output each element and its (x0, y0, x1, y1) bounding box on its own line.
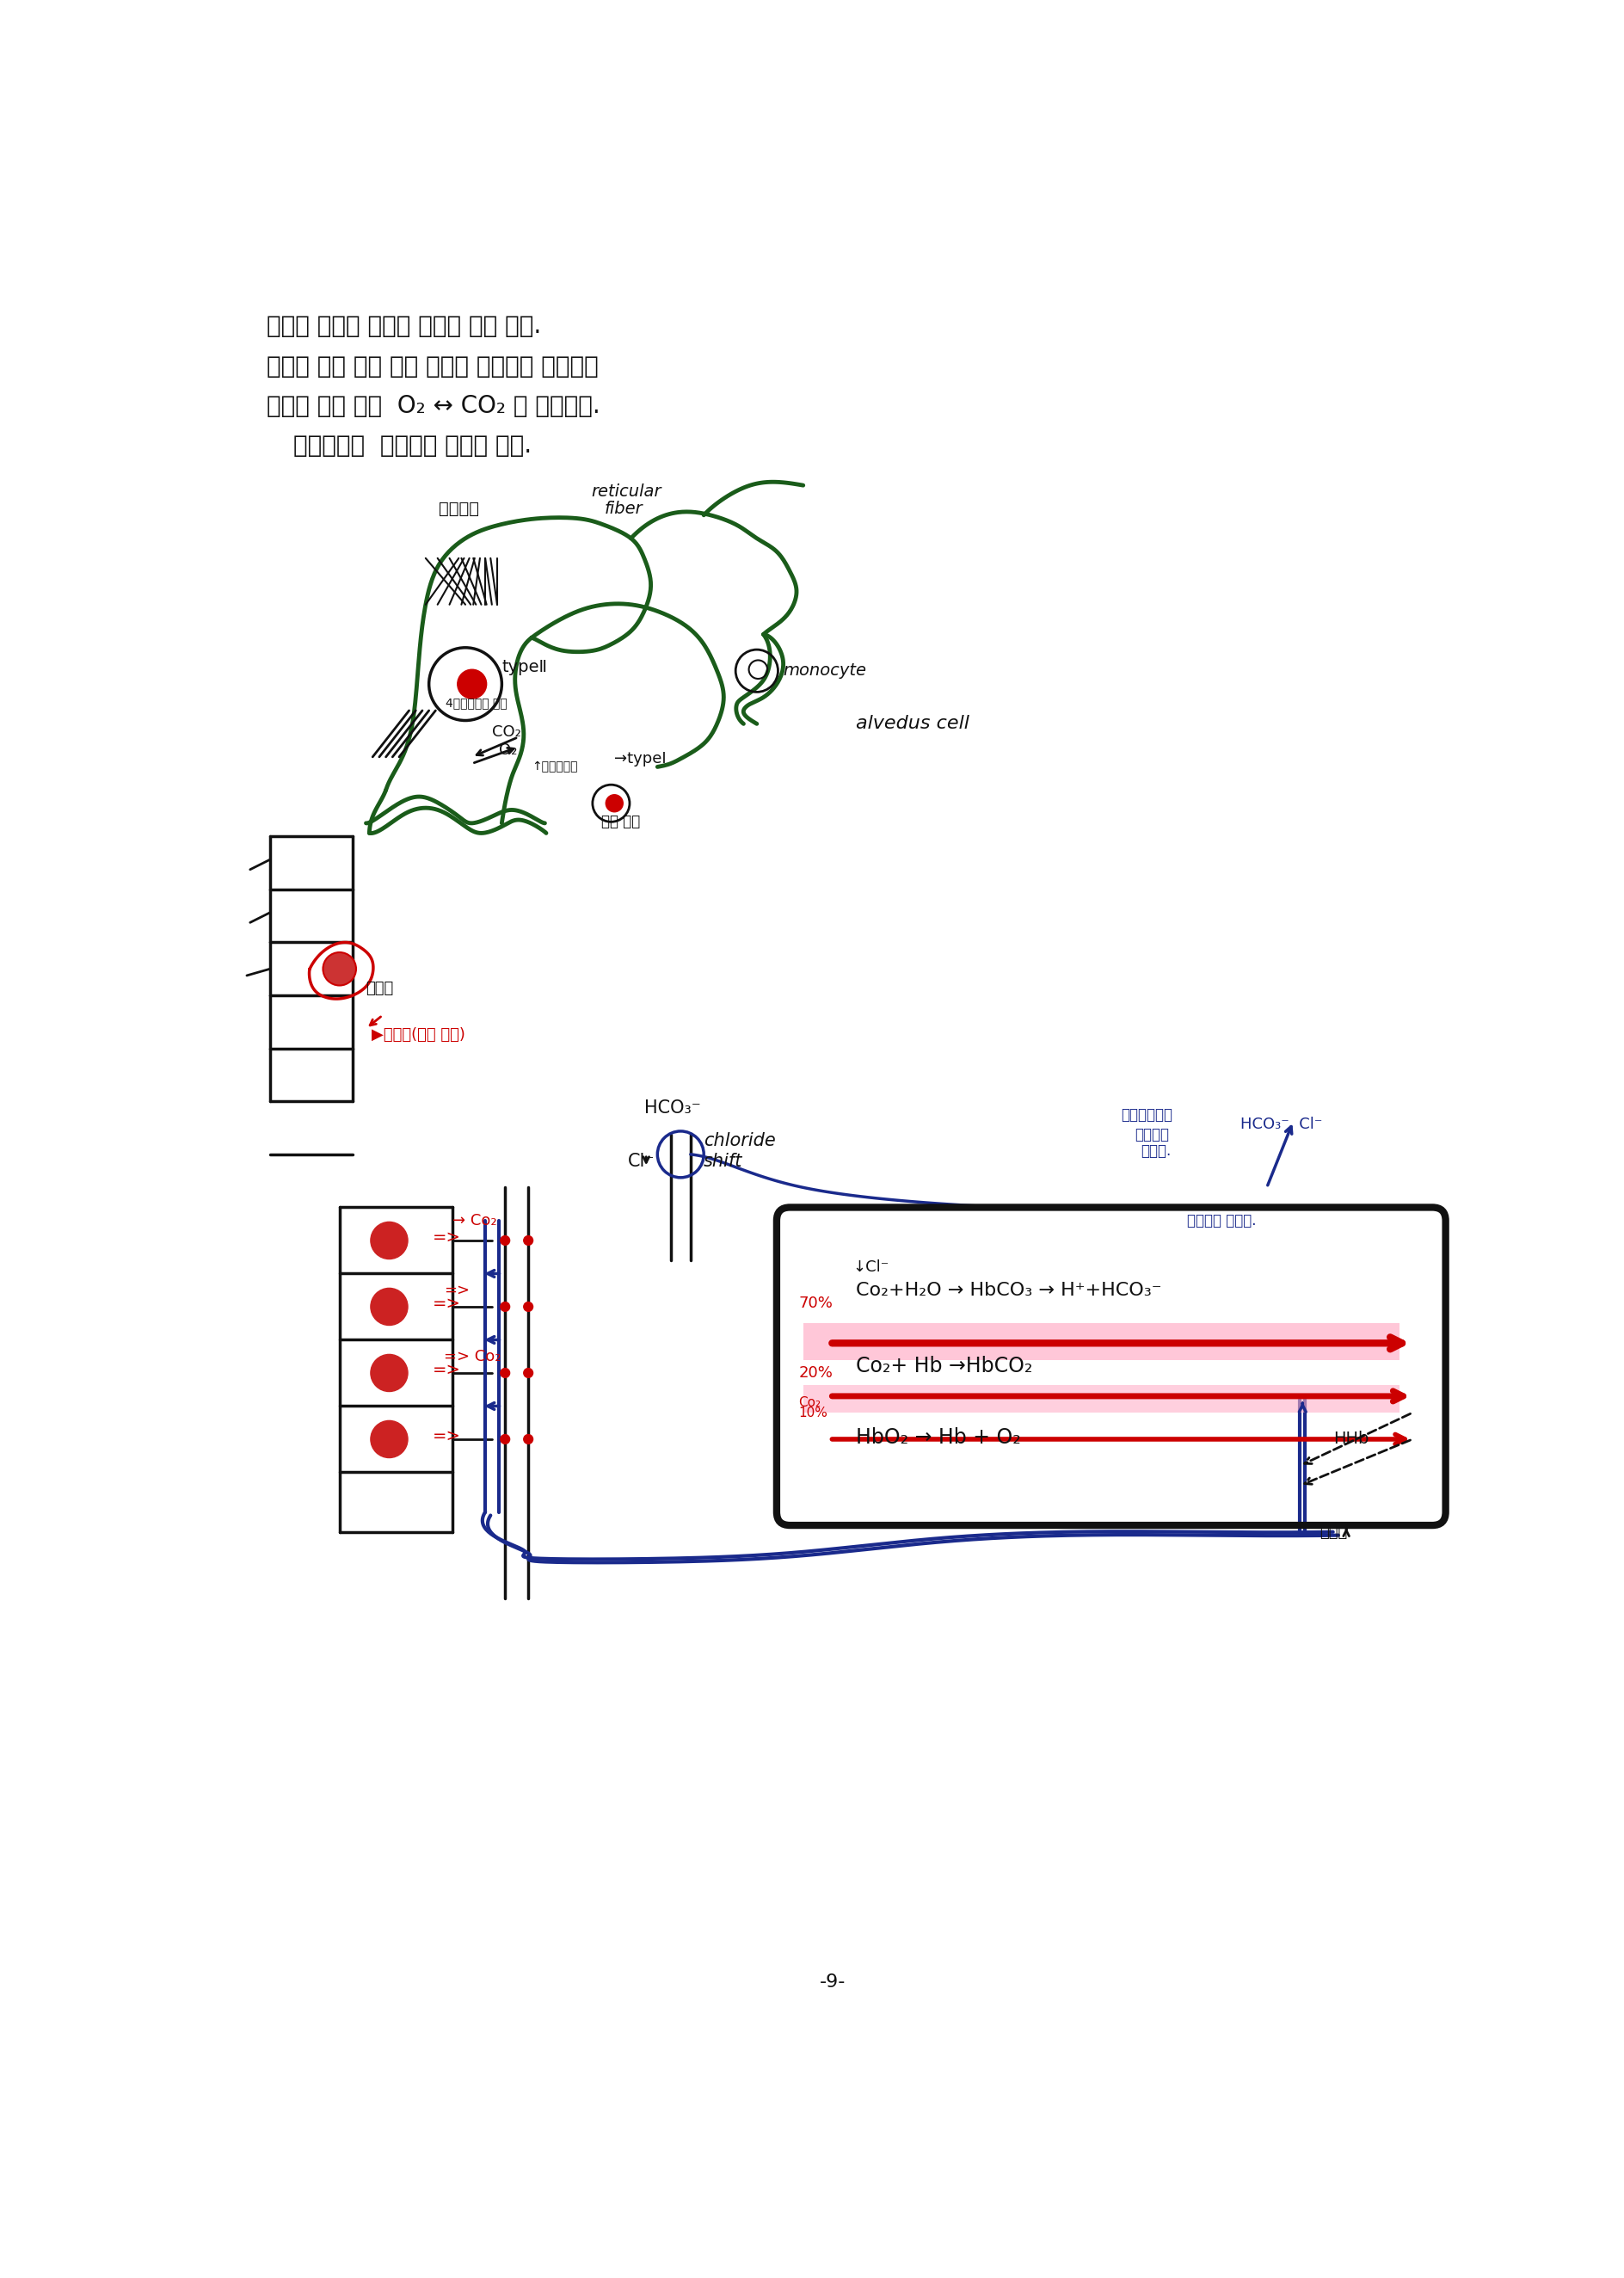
Text: shift: shift (703, 1153, 742, 1169)
Text: 간질액: 간질액 (365, 982, 393, 995)
Text: 혈장으로 나온다.: 혈장으로 나온다. (1187, 1212, 1257, 1228)
Bar (804, 1324, 1400, 1360)
Text: typeⅡ: typeⅡ (502, 658, 547, 677)
Circle shape (370, 1221, 408, 1260)
Text: -9-: -9- (818, 1973, 846, 1991)
Text: 호흡을 공기 중에 하고 있지만 폐포에서 일어나는: 호흡을 공기 중에 하고 있지만 폐포에서 일어나는 (266, 353, 599, 378)
Text: O₂: O₂ (499, 743, 516, 759)
Text: 대식 세포: 대식 세포 (601, 813, 640, 829)
Text: 우리는 바다를 한번도 떠나본 적이 없다.: 우리는 바다를 한번도 떠나본 적이 없다. (266, 314, 541, 339)
Text: chloride: chloride (703, 1132, 776, 1150)
Text: 적혈구: 적혈구 (1320, 1524, 1348, 1540)
Text: HCO₃⁻  Cl⁻: HCO₃⁻ Cl⁻ (1241, 1116, 1322, 1132)
Text: =>: => (432, 1296, 461, 1312)
Circle shape (370, 1287, 408, 1326)
Text: HHb: HHb (1333, 1431, 1369, 1447)
Text: Co₂+ Hb →HbCO₂: Co₂+ Hb →HbCO₂ (856, 1355, 1033, 1376)
Text: Co₂: Co₂ (799, 1396, 822, 1410)
Text: HbO₂ → Hb + O₂: HbO₂ → Hb + O₂ (856, 1428, 1021, 1449)
Circle shape (523, 1369, 533, 1378)
Text: ↑계면활성제: ↑계면활성제 (531, 761, 578, 772)
Circle shape (523, 1435, 533, 1444)
Text: 나온다.: 나온다. (1142, 1144, 1171, 1160)
Text: ▶적혈구(핵이 없다): ▶적혈구(핵이 없다) (372, 1027, 464, 1043)
Text: fiber: fiber (604, 501, 643, 517)
Text: =>: => (432, 1230, 461, 1246)
Circle shape (370, 1355, 408, 1392)
Text: alvedus cell: alvedus cell (856, 715, 970, 734)
Circle shape (500, 1369, 510, 1378)
Text: 4개면활성제 세포: 4개면활성제 세포 (445, 697, 507, 708)
Text: →typeⅠ: →typeⅠ (614, 752, 666, 768)
Circle shape (500, 1237, 510, 1246)
Circle shape (500, 1435, 510, 1444)
Text: 혈장으로: 혈장으로 (1134, 1128, 1169, 1141)
Text: ↓Cl⁻: ↓Cl⁻ (853, 1260, 890, 1276)
Text: reticular: reticular (591, 483, 661, 501)
Circle shape (523, 1237, 533, 1246)
Text: 20%: 20% (799, 1365, 833, 1380)
Text: 탄산안이온이: 탄산안이온이 (1121, 1107, 1173, 1123)
Circle shape (523, 1303, 533, 1312)
Text: CO₂: CO₂ (492, 724, 521, 740)
Text: =>: => (432, 1362, 461, 1378)
Text: 10%: 10% (799, 1406, 828, 1419)
Text: 현상은 막을 통해  O₂ ↔ CO₂ 가 일어난다.: 현상은 막을 통해 O₂ ↔ CO₂ 가 일어난다. (266, 394, 601, 417)
Text: Co₂+H₂O → HbCO₃ → H⁺+HCO₃⁻: Co₂+H₂O → HbCO₃ → H⁺+HCO₃⁻ (856, 1283, 1161, 1298)
Text: 탄성섬유: 탄성섬유 (438, 501, 479, 517)
Circle shape (323, 952, 356, 986)
Text: 아가미에서  일어나는 현상라 같다.: 아가미에서 일어나는 현상라 같다. (294, 433, 531, 458)
Text: HCO₃⁻: HCO₃⁻ (645, 1100, 700, 1116)
Circle shape (458, 670, 487, 699)
Bar (804, 1385, 1400, 1412)
Text: =>: => (445, 1283, 469, 1298)
Circle shape (606, 795, 624, 811)
Circle shape (500, 1303, 510, 1312)
Text: Cl⁻: Cl⁻ (627, 1153, 654, 1169)
Text: =>: => (432, 1428, 461, 1444)
Text: monocyte: monocyte (783, 663, 867, 679)
Text: => Co₂: => Co₂ (445, 1349, 502, 1365)
Text: 70%: 70% (799, 1296, 833, 1312)
Circle shape (370, 1421, 408, 1458)
Text: → Co₂: → Co₂ (451, 1212, 497, 1228)
